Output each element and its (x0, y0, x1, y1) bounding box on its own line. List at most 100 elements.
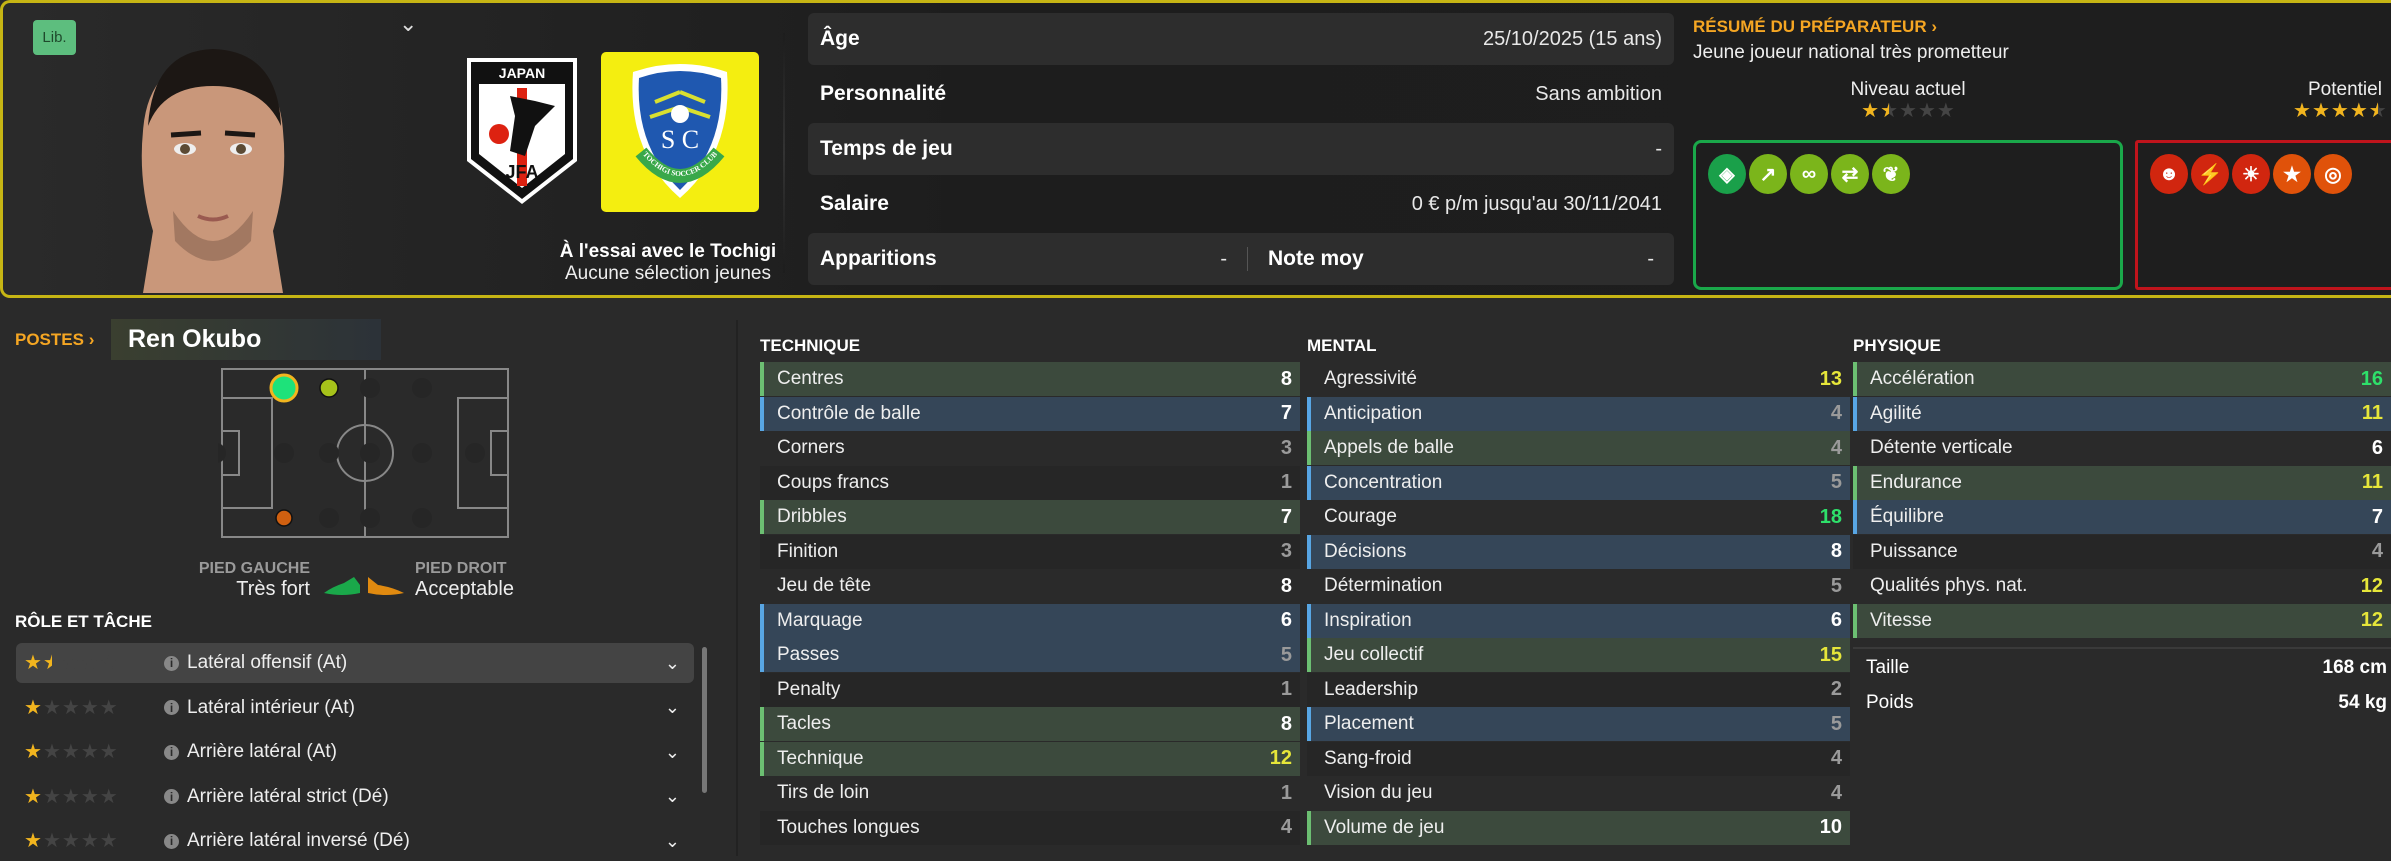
attribute-row[interactable]: Détermination 5 (1307, 569, 1850, 603)
collapse-header-chevron-icon[interactable]: ⌄ (399, 11, 418, 36)
attribute-row[interactable]: Corners 3 (760, 431, 1300, 465)
attribute-row[interactable]: Décisions 8 (1307, 534, 1850, 569)
trend-up-icon[interactable]: ↗ (1749, 154, 1787, 194)
attribute-row[interactable]: Agressivité 13 (1307, 362, 1850, 396)
attribute-row[interactable]: Appels de balle 4 (1307, 431, 1850, 465)
position-marker-competent[interactable] (319, 378, 339, 398)
positions-link[interactable]: POSTES › (15, 330, 95, 349)
attribute-row[interactable]: Jeu collectif 15 (1307, 638, 1850, 672)
nation-badge-text: JAPAN (499, 65, 545, 81)
attribute-row[interactable]: Endurance 11 (1853, 465, 2391, 500)
potential-ability-stars: ★★★★★★★★★★ (2293, 101, 2387, 121)
attribute-row[interactable]: Inspiration 6 (1307, 603, 1850, 638)
star-icon: ★★ (61, 785, 80, 808)
attribute-row[interactable]: Technique 12 (760, 741, 1300, 776)
attribute-label: Passes (777, 644, 840, 665)
attribute-value: 6 (1830, 609, 1842, 631)
attribute-row[interactable]: Équilibre 7 (1853, 500, 2391, 534)
position-marker-natural[interactable] (269, 373, 299, 403)
attribute-row[interactable]: Centres 8 (760, 362, 1300, 396)
potential-ability: Potentiel ★★★★★★★★★★ (2293, 79, 2387, 122)
attribute-row[interactable]: Détente verticale 6 (1853, 431, 2391, 465)
info-icon[interactable]: i (164, 700, 179, 715)
chevron-down-icon[interactable]: ⌄ (664, 697, 680, 717)
attribute-label: Corners (777, 437, 845, 458)
roles-scrollbar[interactable] (702, 647, 707, 793)
attribute-value: 13 (1819, 367, 1842, 390)
star-icon: ★★ (2293, 100, 2311, 122)
header-divider (783, 33, 785, 273)
star-icon: ★★ (2349, 100, 2368, 122)
attribute-label: Penalty (777, 678, 841, 700)
attribute-value: 1 (1280, 781, 1292, 804)
attribute-row[interactable]: Passes 5 (760, 638, 1300, 672)
attribute-row[interactable]: Concentration 5 (1307, 465, 1850, 500)
attribute-label: Tirs de loin (777, 782, 870, 803)
position-marker-unconvincing[interactable] (275, 509, 293, 527)
attribute-value: 8 (1280, 367, 1292, 390)
attribute-row[interactable]: Accélération 16 (1853, 362, 2391, 396)
tochigi-club-badge[interactable]: S C TOCHIGI SOCCER CLUB (601, 52, 759, 212)
attribute-row[interactable]: Placement 5 (1307, 707, 1850, 741)
attribute-row[interactable]: Puissance 4 (1853, 534, 2391, 569)
strengths-box: ◈ ↗ ∞ ⇄ ❦ (1693, 140, 2123, 290)
attribute-row[interactable]: Vision du jeu 4 (1307, 776, 1850, 810)
attribute-row[interactable]: Volume de jeu 10 (1307, 810, 1850, 845)
chevron-down-icon[interactable]: ⌄ (664, 652, 680, 673)
growth-plant-icon[interactable]: ❦ (1872, 154, 1910, 194)
attribute-row[interactable]: Dribbles 7 (760, 500, 1300, 534)
lightbulb-icon[interactable]: ☀ (2232, 154, 2270, 194)
attribute-value: 7 (2371, 505, 2383, 528)
player-name: Ren Okubo (111, 319, 381, 360)
attribute-row[interactable]: Jeu de tête 8 (760, 569, 1300, 603)
attribute-row[interactable]: Sang-froid 4 (1307, 741, 1850, 776)
chain-link-icon[interactable]: ∞ (1790, 154, 1828, 194)
pass-arrows-icon[interactable]: ⇄ (1831, 154, 1869, 194)
star-icon: ★★ (1899, 100, 1917, 122)
info-icon[interactable]: i (164, 655, 179, 671)
attribute-row[interactable]: Courage 18 (1307, 500, 1850, 534)
attribute-row[interactable]: Finition 3 (760, 534, 1300, 569)
attribute-label: Placement (1324, 713, 1414, 734)
attribute-row[interactable]: Contrôle de balle 7 (760, 396, 1300, 431)
coach-report-link[interactable]: RÉSUMÉ DU PRÉPARATEUR › (1693, 17, 1937, 36)
attribute-row[interactable]: Coups francs 1 (760, 465, 1300, 500)
attribute-label: Vitesse (1870, 609, 1932, 631)
attribute-row[interactable]: Agilité 11 (1853, 396, 2391, 431)
chevron-down-icon[interactable]: ⌄ (664, 786, 680, 806)
attribute-row[interactable]: Leadership 2 (1307, 672, 1850, 707)
attribute-row[interactable]: Qualités phys. nat. 12 (1853, 569, 2391, 603)
star-icon: ★★ (2330, 100, 2349, 122)
attribute-value: 8 (1280, 574, 1292, 597)
chevron-down-icon[interactable]: ⌄ (664, 830, 680, 851)
japan-nation-badge[interactable]: JAPAN JFA (465, 56, 579, 206)
broken-link-icon[interactable]: ⚡ (2191, 154, 2229, 194)
attribute-row[interactable]: Anticipation 4 (1307, 396, 1850, 431)
info-icon[interactable]: i (164, 789, 179, 804)
attribute-row[interactable]: Vitesse 12 (1853, 603, 2391, 638)
attribute-label: Qualités phys. nat. (1870, 575, 2028, 596)
shield-stripes-icon[interactable]: ◈ (1708, 154, 1746, 194)
target-icon[interactable]: ◎ (2314, 154, 2352, 194)
attribute-row[interactable]: Marquage 6 (760, 603, 1300, 638)
attribute-value: 7 (1280, 402, 1292, 424)
star-icon[interactable]: ★ (2273, 154, 2311, 194)
attribute-row[interactable]: Tacles 8 (760, 707, 1300, 741)
position-badge: Lib. (33, 20, 76, 55)
info-icon[interactable]: i (164, 833, 179, 849)
attribute-row[interactable]: Penalty 1 (760, 672, 1300, 707)
physique-divider (1853, 647, 2391, 649)
head-mind-icon[interactable]: ☻ (2150, 154, 2188, 194)
attribute-row[interactable]: Tirs de loin 1 (760, 776, 1300, 810)
role-stars: ★★★★★★★★★★ (24, 653, 164, 673)
info-icon[interactable]: i (164, 744, 179, 760)
height-row: Taille 168 cm (1866, 657, 2387, 678)
player-header: Lib. ⌄ JAPAN JFA S C TOCHIGI SOCCER CLUB (0, 0, 2391, 298)
attribute-row[interactable]: Touches longues 4 (760, 810, 1300, 845)
chevron-down-icon[interactable]: ⌄ (664, 741, 680, 762)
